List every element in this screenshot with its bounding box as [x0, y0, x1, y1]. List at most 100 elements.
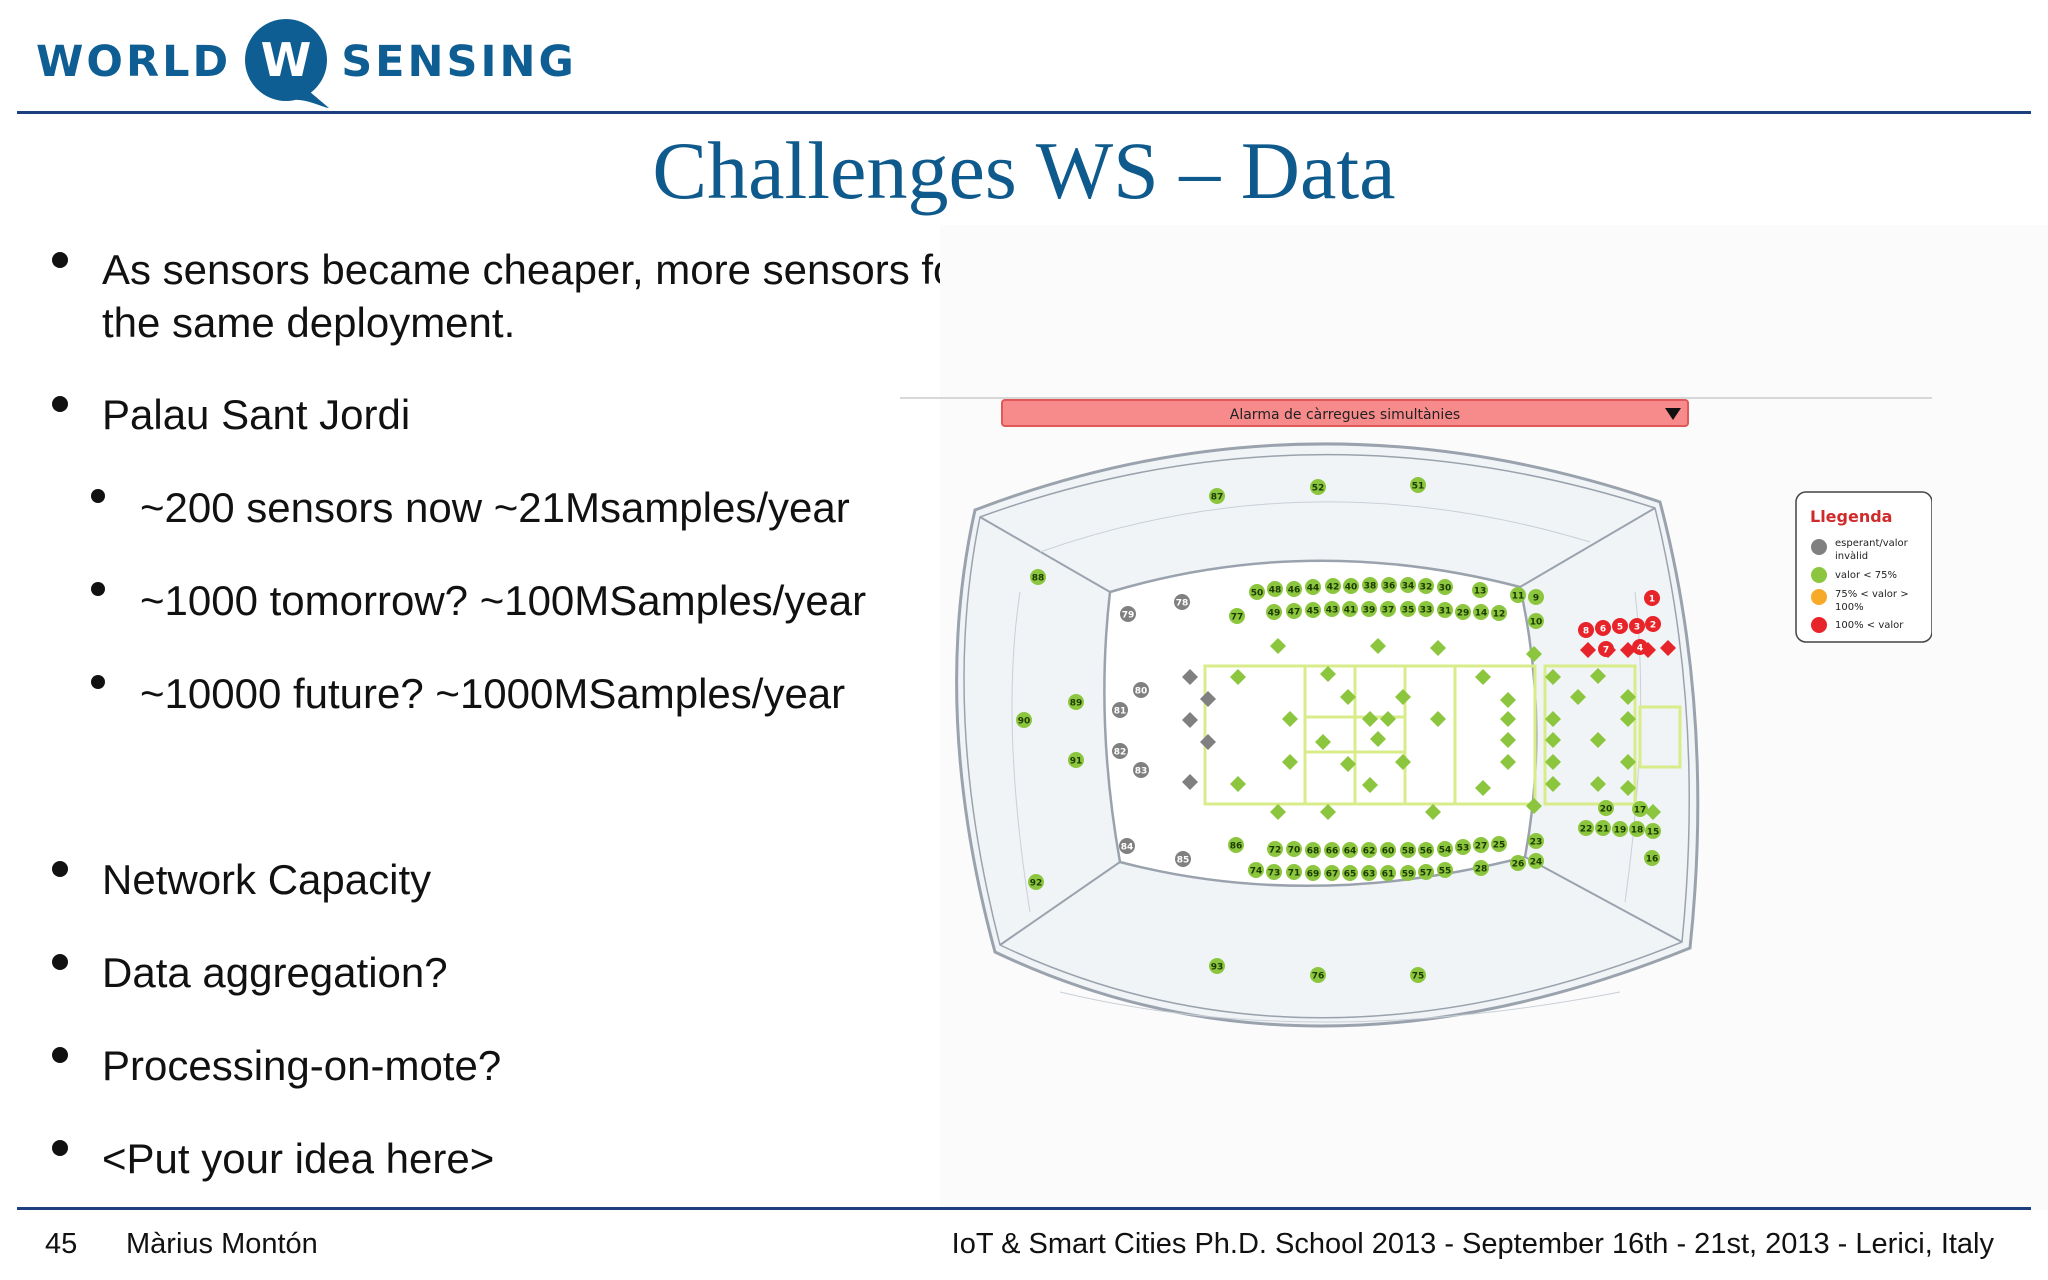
sensor-label-60: 60 — [1382, 847, 1395, 857]
sensor-label-26: 26 — [1512, 860, 1525, 870]
sensor-label-88: 88 — [1032, 574, 1045, 584]
sensor-label-86: 86 — [1230, 842, 1243, 852]
sensor-label-5: 5 — [1617, 623, 1623, 633]
sensor-marker-53 — [1455, 839, 1471, 855]
sensor-label-21: 21 — [1597, 825, 1610, 835]
sensor-label-90: 90 — [1018, 717, 1031, 727]
sensor-marker-93 — [1209, 958, 1225, 974]
sensor-label-31: 31 — [1439, 607, 1452, 617]
legend-label-2a: valor < 75% — [1835, 570, 1897, 581]
sensor-marker-26 — [1510, 855, 1526, 871]
sensor-label-71: 71 — [1288, 869, 1301, 879]
sensor-label-24: 24 — [1530, 858, 1543, 868]
sensor-label-30: 30 — [1439, 584, 1452, 594]
sensor-marker-65 — [1342, 865, 1358, 881]
legend-label-1a: esperant/valor — [1835, 538, 1909, 549]
sensor-label-19: 19 — [1614, 826, 1627, 836]
sensor-marker-92 — [1028, 874, 1044, 890]
stadium-outline — [955, 442, 1700, 1028]
sensor-marker-61 — [1380, 865, 1396, 881]
sensor-marker-76 — [1310, 967, 1326, 983]
sensor-marker-24 — [1528, 853, 1544, 869]
sensor-label-7: 7 — [1603, 646, 1609, 656]
sensor-label-1: 1 — [1649, 595, 1655, 605]
sensor-marker-32 — [1418, 578, 1434, 594]
sensor-marker-90 — [1016, 712, 1032, 728]
sensor-marker-91 — [1068, 752, 1084, 768]
sensor-marker-87 — [1209, 488, 1225, 504]
sensor-label-66: 66 — [1326, 847, 1339, 857]
sensor-label-74: 74 — [1250, 867, 1263, 877]
sensor-marker-6 — [1595, 620, 1611, 636]
sensor-label-85: 85 — [1177, 856, 1190, 866]
sensor-marker-21 — [1595, 820, 1611, 836]
sensor-marker-8 — [1578, 622, 1594, 638]
sensor-marker-14 — [1473, 604, 1489, 620]
sensor-label-49: 49 — [1268, 609, 1281, 619]
sensor-label-2: 2 — [1650, 621, 1656, 631]
sensor-marker-27 — [1473, 837, 1489, 853]
sensor-marker-73 — [1266, 864, 1282, 880]
sensor-label-82: 82 — [1114, 748, 1127, 758]
sensor-marker-3 — [1629, 618, 1645, 634]
bullet-processing-on-mote: Processing-on-mote? — [102, 1042, 502, 1089]
sensor-label-11: 11 — [1512, 592, 1525, 602]
page-number: 45 — [45, 1228, 78, 1260]
bullet-dot — [52, 1140, 68, 1156]
sensor-marker-63 — [1361, 865, 1377, 881]
bullet-data-aggregation: Data aggregation? — [102, 949, 448, 996]
legend-label-3a: 75% < valor > — [1835, 589, 1909, 600]
sensor-label-87: 87 — [1211, 493, 1224, 503]
sensor-marker-49 — [1266, 604, 1282, 620]
sensor-label-45: 45 — [1307, 607, 1320, 617]
sensor-marker-51 — [1410, 477, 1426, 493]
sensor-marker-79 — [1120, 606, 1136, 622]
sensor-marker-16 — [1644, 850, 1660, 866]
sensor-label-41: 41 — [1344, 606, 1357, 616]
sensor-label-80: 80 — [1135, 687, 1148, 697]
sensor-marker-19 — [1612, 821, 1628, 837]
logo-word-right: SENSING — [341, 37, 577, 87]
legend-label-1b: invàlid — [1835, 550, 1868, 562]
slide-title: Challenges WS – Data — [652, 125, 1396, 216]
footer-event: IoT & Smart Cities Ph.D. School 2013 - S… — [951, 1228, 1994, 1260]
sensor-marker-85 — [1175, 851, 1191, 867]
sensor-marker-67 — [1324, 865, 1340, 881]
sensor-label-69: 69 — [1307, 870, 1320, 880]
sensor-marker-28 — [1473, 860, 1489, 876]
sensor-marker-7 — [1598, 641, 1614, 657]
sensor-marker-18 — [1629, 821, 1645, 837]
sensor-marker-83 — [1133, 762, 1149, 778]
sensor-marker-10 — [1528, 613, 1544, 629]
sensor-label-23: 23 — [1530, 838, 1543, 848]
bullet-palau-sant-jordi: Palau Sant Jordi — [102, 391, 411, 438]
sensor-label-59: 59 — [1402, 870, 1415, 880]
sensor-label-78: 78 — [1176, 599, 1189, 609]
sensor-label-77: 77 — [1231, 613, 1244, 623]
sensor-label-28: 28 — [1475, 865, 1488, 875]
sensor-label-13: 13 — [1474, 587, 1487, 597]
logo-w-icon: W — [245, 19, 330, 108]
sensor-marker-88 — [1030, 569, 1046, 585]
sub-bullet-dot — [91, 582, 105, 596]
sensor-marker-46 — [1286, 581, 1302, 597]
sensor-marker-78 — [1174, 594, 1190, 610]
legend-swatch-grey — [1811, 539, 1827, 555]
sensor-label-67: 67 — [1326, 870, 1339, 880]
sensor-label-73: 73 — [1268, 869, 1281, 879]
sensor-marker-42 — [1325, 578, 1341, 594]
header-rule — [17, 111, 2031, 114]
sensor-marker-68 — [1305, 842, 1321, 858]
sensor-label-72: 72 — [1269, 846, 1282, 856]
sensor-marker-39 — [1361, 601, 1377, 617]
sensor-marker-62 — [1361, 842, 1377, 858]
sensor-label-61: 61 — [1382, 870, 1395, 880]
logo-w-letter: W — [261, 33, 312, 87]
sensor-marker-75 — [1410, 967, 1426, 983]
sensor-label-70: 70 — [1288, 846, 1301, 856]
sensor-marker-35 — [1400, 601, 1416, 617]
sensor-label-75: 75 — [1412, 972, 1425, 982]
sensor-marker-69 — [1305, 865, 1321, 881]
sensor-label-76: 76 — [1312, 972, 1325, 982]
sensor-label-32: 32 — [1420, 583, 1433, 593]
